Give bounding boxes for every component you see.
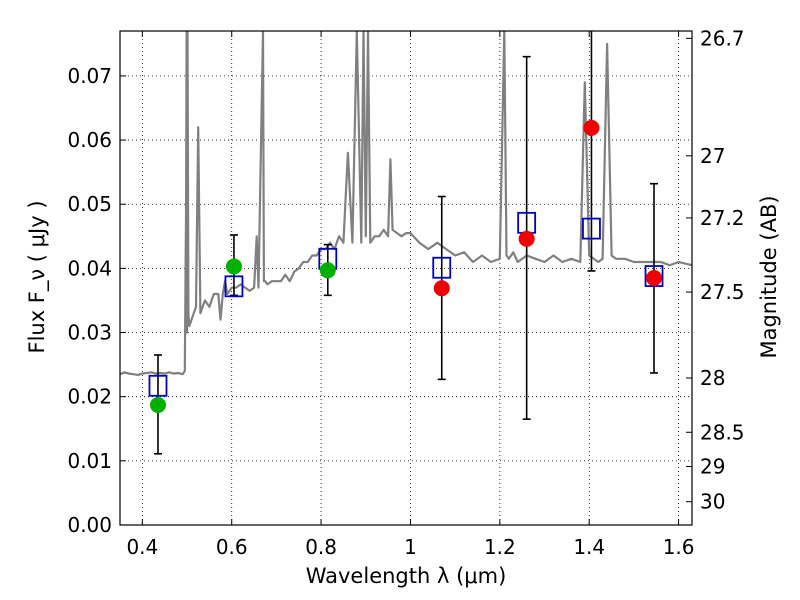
x-tick-label: 1 — [404, 535, 417, 559]
mag-tick-label: 28 — [700, 366, 725, 390]
model-spectrum-line — [120, 31, 692, 376]
y-tick-label: 0.05 — [67, 192, 112, 216]
y-tick-label: 0.02 — [67, 385, 112, 409]
x-tick-label: 1.2 — [484, 535, 516, 559]
low-sn-point — [583, 119, 600, 136]
x-axis-label: Wavelength λ (μm) — [306, 564, 507, 588]
plot-frame — [119, 30, 693, 526]
mag-tick-label: 29 — [700, 454, 725, 478]
low-sn-point — [518, 230, 535, 247]
x-tick-label: 0.8 — [305, 535, 337, 559]
low-sn-point — [646, 270, 663, 286]
detected-point — [319, 262, 336, 279]
mag-tick-label: 27.2 — [700, 206, 745, 230]
detected-point — [225, 258, 242, 275]
y-tick-label: 0.01 — [67, 449, 112, 473]
y-axis-label: Flux F_ν ( μJy ) — [25, 200, 50, 353]
y-tick-label: 0.07 — [67, 64, 112, 88]
grid-lines — [120, 31, 692, 525]
mag-tick-label: 26.7 — [700, 26, 745, 50]
y-tick-label: 0.00 — [67, 513, 112, 537]
model-photometry-square — [644, 265, 664, 287]
y-tick-label: 0.04 — [67, 256, 112, 280]
mag-tick-label: 27 — [700, 144, 725, 168]
detected-point — [149, 397, 166, 414]
y-tick-label: 0.03 — [67, 321, 112, 345]
model-photometry-square — [582, 217, 601, 240]
axis-ticks: 0.4 0.6 0.8 1 1.2 1.4 1.6 0.00 0.01 0.02 0.03 0.04 0… — [67, 26, 744, 559]
model-photometry-square — [148, 374, 168, 397]
x-tick-label: 0.4 — [126, 535, 158, 559]
plot-area — [120, 31, 692, 455]
x-tick-label: 0.6 — [216, 535, 248, 559]
mag-tick-label: 30 — [700, 490, 725, 514]
y2-axis-label: Magnitude (AB) — [757, 195, 781, 358]
mag-tick-label: 28.5 — [700, 420, 745, 444]
low-sn-point — [433, 280, 450, 297]
y-tick-label: 0.06 — [67, 128, 112, 152]
model-photometry-square — [432, 256, 452, 279]
x-tick-label: 1.6 — [663, 535, 695, 559]
model-photometry-square — [224, 275, 244, 298]
mag-tick-label: 27.5 — [700, 280, 745, 304]
x-tick-label: 1.4 — [573, 535, 605, 559]
